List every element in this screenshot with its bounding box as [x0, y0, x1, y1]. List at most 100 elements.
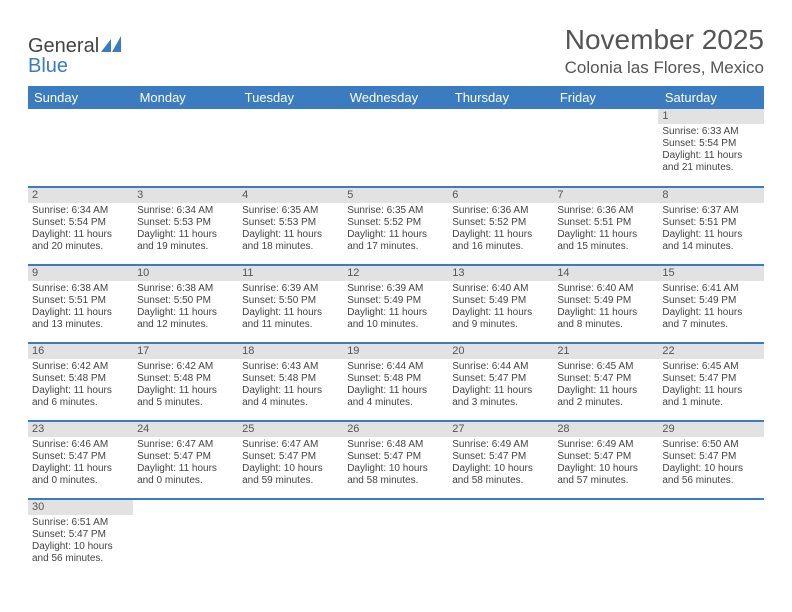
day-number: 10 [133, 266, 238, 281]
day-number: 26 [343, 422, 448, 437]
day-detail: Sunrise: 6:48 AMSunset: 5:47 PMDaylight:… [343, 437, 448, 489]
day-header-row: SundayMondayTuesdayWednesdayThursdayFrid… [28, 86, 764, 109]
empty-cell [553, 109, 658, 187]
day-detail: Sunrise: 6:51 AMSunset: 5:47 PMDaylight:… [28, 515, 133, 567]
day-cell: 12Sunrise: 6:39 AMSunset: 5:49 PMDayligh… [343, 265, 448, 343]
day-number: 7 [553, 188, 658, 203]
day-number: 19 [343, 344, 448, 359]
day-number: 15 [658, 266, 763, 281]
day-number: 14 [553, 266, 658, 281]
day-detail: Sunrise: 6:49 AMSunset: 5:47 PMDaylight:… [553, 437, 658, 489]
day-header: Monday [133, 86, 238, 109]
day-header: Thursday [448, 86, 553, 109]
day-cell: 5Sunrise: 6:35 AMSunset: 5:52 PMDaylight… [343, 187, 448, 265]
day-detail: Sunrise: 6:50 AMSunset: 5:47 PMDaylight:… [658, 437, 763, 489]
empty-cell [133, 499, 238, 577]
day-detail: Sunrise: 6:45 AMSunset: 5:47 PMDaylight:… [553, 359, 658, 411]
day-detail: Sunrise: 6:35 AMSunset: 5:53 PMDaylight:… [238, 203, 343, 255]
day-detail: Sunrise: 6:47 AMSunset: 5:47 PMDaylight:… [133, 437, 238, 489]
day-cell: 21Sunrise: 6:45 AMSunset: 5:47 PMDayligh… [553, 343, 658, 421]
day-number: 30 [28, 500, 133, 515]
day-cell: 10Sunrise: 6:38 AMSunset: 5:50 PMDayligh… [133, 265, 238, 343]
day-number: 4 [238, 188, 343, 203]
empty-cell [448, 109, 553, 187]
day-detail: Sunrise: 6:41 AMSunset: 5:49 PMDaylight:… [658, 281, 763, 333]
day-cell: 29Sunrise: 6:50 AMSunset: 5:47 PMDayligh… [658, 421, 763, 499]
empty-cell [238, 499, 343, 577]
day-detail: Sunrise: 6:35 AMSunset: 5:52 PMDaylight:… [343, 203, 448, 255]
empty-cell [238, 109, 343, 187]
logo: GeneralBlue [28, 36, 123, 76]
day-detail: Sunrise: 6:42 AMSunset: 5:48 PMDaylight:… [28, 359, 133, 411]
day-number: 18 [238, 344, 343, 359]
day-cell: 8Sunrise: 6:37 AMSunset: 5:51 PMDaylight… [658, 187, 763, 265]
day-header: Friday [553, 86, 658, 109]
day-cell: 9Sunrise: 6:38 AMSunset: 5:51 PMDaylight… [28, 265, 133, 343]
day-cell: 30Sunrise: 6:51 AMSunset: 5:47 PMDayligh… [28, 499, 133, 577]
logo-part2: Blue [28, 55, 68, 77]
day-detail: Sunrise: 6:46 AMSunset: 5:47 PMDaylight:… [28, 437, 133, 489]
day-cell: 15Sunrise: 6:41 AMSunset: 5:49 PMDayligh… [658, 265, 763, 343]
empty-cell [133, 109, 238, 187]
day-detail: Sunrise: 6:45 AMSunset: 5:47 PMDaylight:… [658, 359, 763, 411]
day-number: 9 [28, 266, 133, 281]
day-detail: Sunrise: 6:36 AMSunset: 5:52 PMDaylight:… [448, 203, 553, 255]
empty-cell [28, 109, 133, 187]
day-number: 20 [448, 344, 553, 359]
day-cell: 26Sunrise: 6:48 AMSunset: 5:47 PMDayligh… [343, 421, 448, 499]
day-detail: Sunrise: 6:38 AMSunset: 5:50 PMDaylight:… [133, 281, 238, 333]
day-cell: 14Sunrise: 6:40 AMSunset: 5:49 PMDayligh… [553, 265, 658, 343]
calendar-row: 23Sunrise: 6:46 AMSunset: 5:47 PMDayligh… [28, 421, 764, 499]
day-detail: Sunrise: 6:42 AMSunset: 5:48 PMDaylight:… [133, 359, 238, 411]
day-header: Sunday [28, 86, 133, 109]
day-detail: Sunrise: 6:37 AMSunset: 5:51 PMDaylight:… [658, 203, 763, 255]
day-cell: 25Sunrise: 6:47 AMSunset: 5:47 PMDayligh… [238, 421, 343, 499]
day-cell: 6Sunrise: 6:36 AMSunset: 5:52 PMDaylight… [448, 187, 553, 265]
day-number: 2 [28, 188, 133, 203]
day-cell: 17Sunrise: 6:42 AMSunset: 5:48 PMDayligh… [133, 343, 238, 421]
day-number: 16 [28, 344, 133, 359]
day-cell: 11Sunrise: 6:39 AMSunset: 5:50 PMDayligh… [238, 265, 343, 343]
day-number: 13 [448, 266, 553, 281]
day-detail: Sunrise: 6:49 AMSunset: 5:47 PMDaylight:… [448, 437, 553, 489]
calendar-row: 30Sunrise: 6:51 AMSunset: 5:47 PMDayligh… [28, 499, 764, 577]
day-detail: Sunrise: 6:40 AMSunset: 5:49 PMDaylight:… [553, 281, 658, 333]
day-cell: 13Sunrise: 6:40 AMSunset: 5:49 PMDayligh… [448, 265, 553, 343]
empty-cell [343, 109, 448, 187]
day-detail: Sunrise: 6:34 AMSunset: 5:54 PMDaylight:… [28, 203, 133, 255]
empty-cell [448, 499, 553, 577]
day-number: 6 [448, 188, 553, 203]
day-detail: Sunrise: 6:40 AMSunset: 5:49 PMDaylight:… [448, 281, 553, 333]
day-header: Wednesday [343, 86, 448, 109]
day-detail: Sunrise: 6:44 AMSunset: 5:47 PMDaylight:… [448, 359, 553, 411]
day-cell: 27Sunrise: 6:49 AMSunset: 5:47 PMDayligh… [448, 421, 553, 499]
day-number: 1 [658, 109, 763, 124]
day-number: 8 [658, 188, 763, 203]
page-title: November 2025 [565, 24, 764, 56]
location: Colonia las Flores, Mexico [565, 58, 764, 78]
day-cell: 4Sunrise: 6:35 AMSunset: 5:53 PMDaylight… [238, 187, 343, 265]
day-cell: 18Sunrise: 6:43 AMSunset: 5:48 PMDayligh… [238, 343, 343, 421]
day-number: 29 [658, 422, 763, 437]
day-detail: Sunrise: 6:33 AMSunset: 5:54 PMDaylight:… [658, 124, 763, 176]
logo-part1: General [28, 35, 99, 57]
day-number: 17 [133, 344, 238, 359]
day-cell: 16Sunrise: 6:42 AMSunset: 5:48 PMDayligh… [28, 343, 133, 421]
day-cell: 24Sunrise: 6:47 AMSunset: 5:47 PMDayligh… [133, 421, 238, 499]
empty-cell [658, 499, 763, 577]
day-cell: 23Sunrise: 6:46 AMSunset: 5:47 PMDayligh… [28, 421, 133, 499]
empty-cell [343, 499, 448, 577]
day-number: 21 [553, 344, 658, 359]
day-cell: 3Sunrise: 6:34 AMSunset: 5:53 PMDaylight… [133, 187, 238, 265]
day-detail: Sunrise: 6:39 AMSunset: 5:49 PMDaylight:… [343, 281, 448, 333]
empty-cell [553, 499, 658, 577]
day-cell: 2Sunrise: 6:34 AMSunset: 5:54 PMDaylight… [28, 187, 133, 265]
calendar-row: 1Sunrise: 6:33 AMSunset: 5:54 PMDaylight… [28, 109, 764, 187]
day-number: 5 [343, 188, 448, 203]
day-cell: 20Sunrise: 6:44 AMSunset: 5:47 PMDayligh… [448, 343, 553, 421]
day-detail: Sunrise: 6:47 AMSunset: 5:47 PMDaylight:… [238, 437, 343, 489]
day-number: 3 [133, 188, 238, 203]
day-number: 11 [238, 266, 343, 281]
day-cell: 7Sunrise: 6:36 AMSunset: 5:51 PMDaylight… [553, 187, 658, 265]
day-number: 25 [238, 422, 343, 437]
